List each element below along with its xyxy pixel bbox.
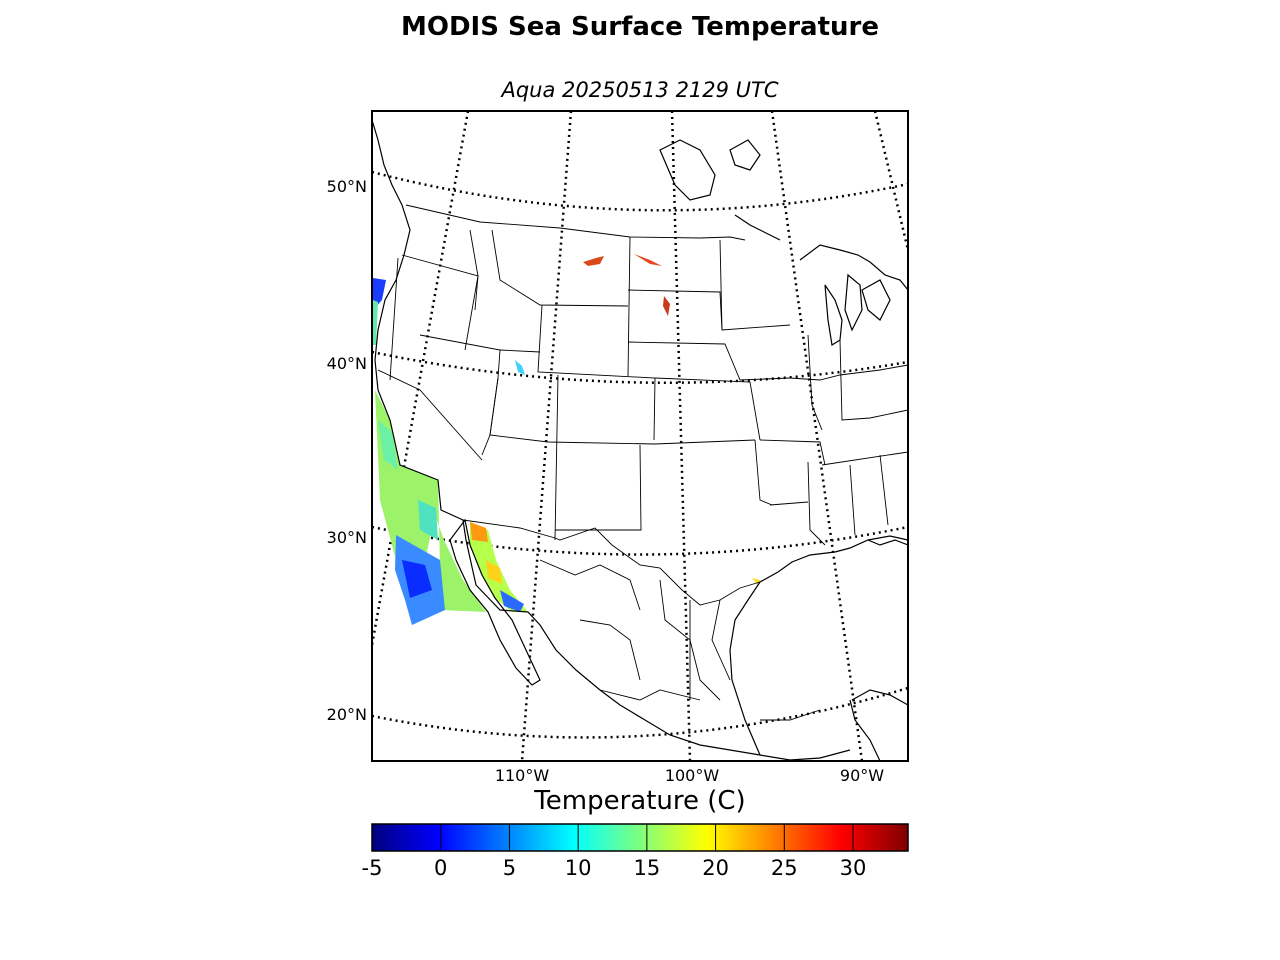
colorbar-tick-label: 30 <box>839 856 867 880</box>
longitude-graticule <box>372 111 908 761</box>
colorbar-tick-label: 0 <box>434 856 448 880</box>
colorbar-tick-label: 15 <box>633 856 661 880</box>
coastlines-borders <box>372 119 908 761</box>
lat-label-30n: 30°N <box>326 528 367 547</box>
colorbar-tick-marks <box>371 824 854 851</box>
map-subtitle: Aqua 20250513 2129 UTC <box>501 78 779 102</box>
colorbar-tick-label: 10 <box>564 856 592 880</box>
colorbar-tick-label: 25 <box>770 856 798 880</box>
lat-label-50n: 50°N <box>326 177 367 196</box>
lat-label-20n: 20°N <box>326 705 367 724</box>
lon-label-110w: 110°W <box>494 766 550 785</box>
lat-label-40n: 40°N <box>326 354 367 373</box>
colorbar-tick-label: 5 <box>502 856 517 880</box>
map-frame <box>371 110 909 762</box>
political-boundaries <box>377 204 908 721</box>
lon-label-100w: 100°W <box>664 766 720 785</box>
map-title: MODIS Sea Surface Temperature <box>401 12 879 42</box>
colorbar-tick-label: 20 <box>702 856 729 880</box>
colorbar-bar <box>371 823 909 852</box>
colorbar-tick-label: -5 <box>361 856 383 880</box>
lon-label-90w: 90°W <box>839 766 885 785</box>
colorbar-title: Temperature (C) <box>534 786 746 816</box>
sst-swath <box>373 254 760 625</box>
latitude-graticule <box>372 170 908 739</box>
